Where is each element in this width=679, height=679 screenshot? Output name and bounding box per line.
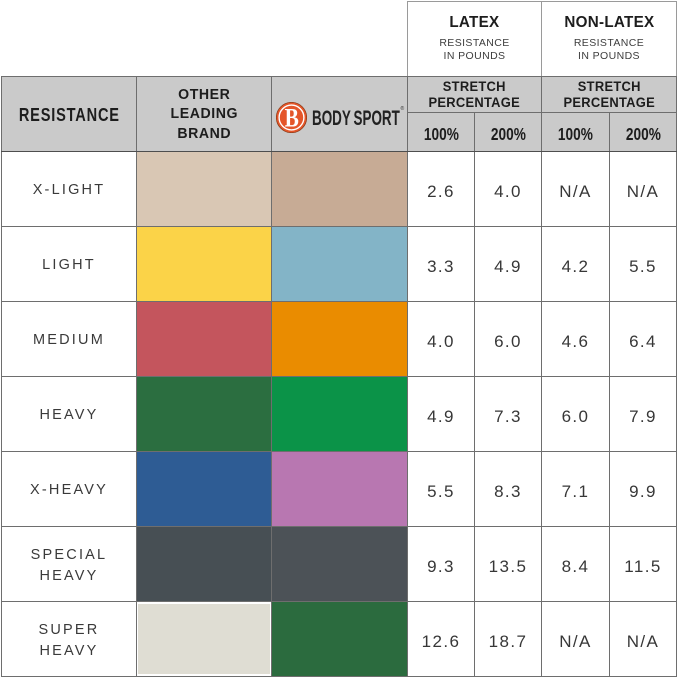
svg-text:B: B — [285, 105, 299, 133]
